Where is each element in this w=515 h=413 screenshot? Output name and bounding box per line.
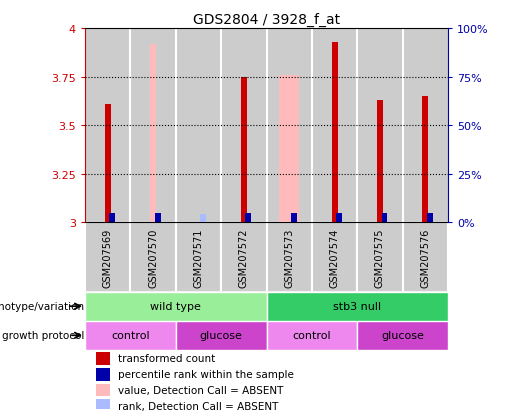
Bar: [96, 384, 110, 396]
Bar: [176, 29, 221, 223]
Bar: [85, 292, 267, 321]
Text: GSM207576: GSM207576: [420, 228, 431, 287]
Bar: [96, 399, 110, 413]
Bar: [246, 213, 251, 223]
Bar: [427, 213, 433, 223]
Bar: [96, 352, 110, 365]
Text: glucose: glucose: [381, 330, 424, 340]
Text: value, Detection Call = ABSENT: value, Detection Call = ABSENT: [117, 385, 283, 395]
Bar: [267, 29, 312, 223]
Bar: [336, 213, 342, 223]
Text: GSM207571: GSM207571: [194, 228, 203, 287]
Bar: [357, 321, 448, 350]
Text: glucose: glucose: [200, 330, 243, 340]
Bar: [221, 29, 267, 223]
Text: rank, Detection Call = ABSENT: rank, Detection Call = ABSENT: [117, 401, 278, 411]
Title: GDS2804 / 3928_f_at: GDS2804 / 3928_f_at: [193, 12, 340, 26]
Bar: [332, 43, 337, 223]
Text: GSM207570: GSM207570: [148, 228, 158, 287]
Bar: [154, 213, 161, 223]
Text: GSM207569: GSM207569: [102, 228, 113, 287]
Bar: [200, 215, 206, 223]
Bar: [357, 29, 403, 223]
Bar: [221, 223, 267, 292]
Bar: [109, 213, 115, 223]
Bar: [85, 321, 176, 350]
Text: control: control: [293, 330, 331, 340]
Text: GSM207573: GSM207573: [284, 228, 294, 287]
Text: percentile rank within the sample: percentile rank within the sample: [117, 369, 294, 379]
Text: genotype/variation: genotype/variation: [0, 301, 84, 311]
Text: stb3 null: stb3 null: [333, 301, 381, 311]
Bar: [176, 321, 267, 350]
Bar: [312, 29, 357, 223]
Bar: [377, 101, 383, 223]
Bar: [96, 368, 110, 381]
Bar: [279, 76, 299, 223]
Bar: [267, 292, 448, 321]
Bar: [422, 97, 428, 223]
Bar: [382, 213, 387, 223]
Text: GSM207574: GSM207574: [330, 228, 339, 287]
Bar: [130, 223, 176, 292]
Bar: [176, 223, 221, 292]
Bar: [291, 213, 297, 223]
Bar: [150, 45, 156, 223]
Bar: [267, 321, 357, 350]
Text: wild type: wild type: [150, 301, 201, 311]
Bar: [403, 223, 448, 292]
Bar: [85, 223, 130, 292]
Text: GSM207572: GSM207572: [239, 228, 249, 287]
Bar: [105, 104, 111, 223]
Text: growth protocol: growth protocol: [2, 330, 84, 340]
Bar: [312, 223, 357, 292]
Bar: [403, 29, 448, 223]
Text: GSM207575: GSM207575: [375, 228, 385, 287]
Bar: [130, 29, 176, 223]
Text: control: control: [111, 330, 150, 340]
Bar: [241, 77, 247, 223]
Bar: [357, 223, 403, 292]
Bar: [85, 29, 130, 223]
Bar: [267, 223, 312, 292]
Text: transformed count: transformed count: [117, 353, 215, 363]
